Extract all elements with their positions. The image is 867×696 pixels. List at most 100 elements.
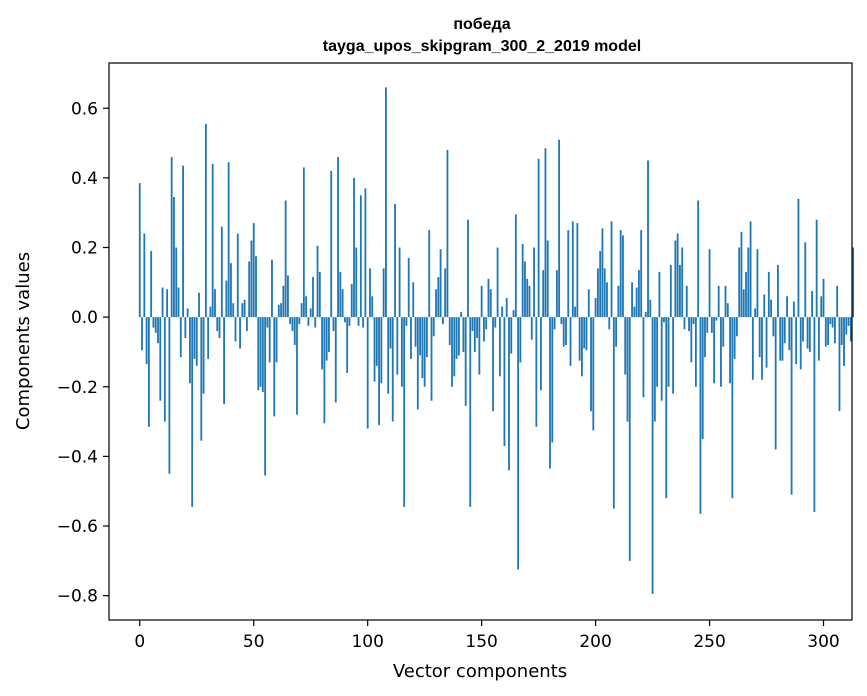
bar-202	[599, 250, 602, 318]
bar-81	[323, 317, 326, 424]
bar-71	[300, 303, 303, 318]
bar-125	[423, 317, 426, 387]
bar-211	[619, 230, 622, 318]
bar-96	[357, 317, 360, 326]
bar-167	[519, 317, 522, 363]
bar-152	[485, 317, 488, 330]
bar-151	[483, 317, 485, 342]
bar-216	[631, 282, 633, 318]
bar-54	[261, 317, 264, 392]
bar-303	[829, 317, 832, 325]
bar-277	[770, 299, 772, 318]
bar-90	[343, 317, 346, 323]
bar-268	[749, 221, 752, 318]
bar-28	[202, 317, 205, 394]
bar-280	[777, 264, 779, 318]
bar-134	[444, 268, 447, 318]
bar-221	[642, 317, 645, 398]
bar-25	[195, 317, 198, 366]
bar-241	[688, 317, 690, 332]
bar-232	[667, 317, 670, 387]
bar-250	[708, 249, 711, 318]
bar-26	[198, 292, 200, 318]
bars-group	[138, 87, 855, 594]
bar-50	[252, 223, 255, 318]
bar-292	[804, 242, 807, 318]
bar-214	[626, 317, 629, 422]
y-axis: −0.8 −0.6 −0.4 −0.2 0.0 0.2 0.4 0.6	[57, 99, 109, 607]
bar-108	[385, 87, 387, 318]
bar-107	[382, 268, 385, 318]
bar-35	[218, 317, 221, 339]
bar-290	[799, 317, 802, 370]
bar-288	[795, 317, 798, 365]
bar-187	[565, 317, 567, 345]
bar-182	[553, 317, 556, 330]
bar-82	[325, 317, 328, 361]
bar-65	[287, 275, 289, 318]
y-tick-label: 0.6	[71, 99, 98, 119]
bar-311	[847, 317, 850, 326]
bar-2	[143, 233, 146, 318]
bar-209	[615, 317, 618, 347]
bar-147	[473, 317, 476, 352]
bar-192	[576, 223, 579, 318]
bar-226	[653, 317, 656, 422]
bar-43	[236, 233, 239, 318]
bar-137	[451, 317, 453, 387]
bar-84	[330, 170, 333, 318]
bar-99	[364, 188, 367, 318]
bar-183	[555, 270, 558, 318]
bar-173	[533, 247, 535, 318]
bar-215	[628, 317, 631, 561]
bar-270	[754, 308, 757, 318]
bar-116	[403, 317, 406, 507]
bar-274	[763, 294, 766, 318]
bar-36	[220, 226, 223, 318]
bar-128	[430, 317, 433, 401]
bar-142	[462, 317, 465, 352]
bar-10	[161, 287, 164, 318]
bar-135	[446, 150, 449, 318]
bar-119	[410, 317, 412, 359]
bar-3	[145, 317, 148, 365]
bar-257	[724, 285, 727, 318]
bar-186	[562, 317, 565, 347]
bar-181	[551, 317, 554, 443]
bar-256	[722, 317, 725, 347]
bar-87	[337, 156, 339, 318]
bar-300	[822, 278, 825, 318]
bar-279	[774, 317, 777, 450]
bar-11	[163, 317, 166, 422]
bar-238	[681, 247, 684, 318]
chart-title: победа	[453, 16, 510, 33]
bar-95	[355, 247, 358, 318]
bar-190	[571, 221, 574, 318]
bar-140	[457, 317, 460, 356]
bar-155	[492, 317, 494, 412]
bar-247	[701, 317, 704, 439]
x-tick-label: 200	[579, 632, 611, 652]
bar-105	[378, 317, 380, 426]
bar-304	[831, 317, 834, 328]
bar-309	[843, 317, 845, 366]
bar-110	[389, 317, 392, 349]
bar-136	[448, 317, 451, 345]
bar-273	[761, 317, 763, 380]
bar-184	[558, 139, 561, 318]
bar-212	[622, 235, 624, 318]
bar-93	[350, 284, 353, 318]
x-tick-label: 250	[693, 632, 725, 652]
bar-101	[369, 268, 371, 318]
x-tick-label: 150	[465, 632, 497, 652]
bar-111	[391, 317, 394, 422]
bar-103	[373, 317, 376, 382]
bar-158	[498, 317, 501, 377]
bar-205	[606, 282, 608, 318]
bar-121	[414, 317, 417, 347]
bar-104	[375, 317, 378, 366]
bar-86	[334, 317, 337, 403]
bar-126	[426, 317, 428, 358]
bar-29	[204, 123, 207, 318]
bar-160	[503, 317, 506, 446]
